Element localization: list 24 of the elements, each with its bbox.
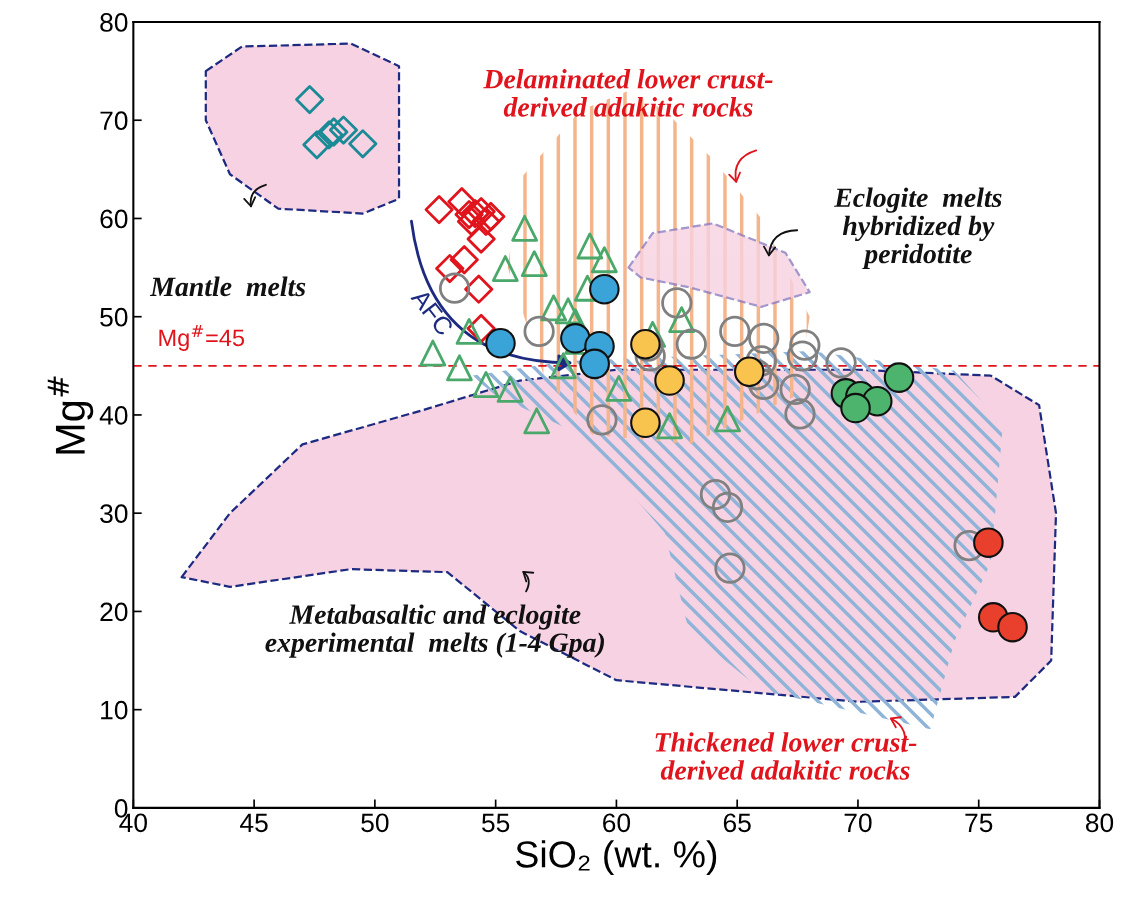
annotation: Eclogite melts hybridized by peridotite [834,187,1002,270]
x-tick-label: 70 [844,813,872,833]
x-tick-label: 60 [603,813,631,833]
x-tick-label: 45 [240,813,268,833]
y-tick-label: 30 [100,504,128,524]
annotation: Mantle melts [149,276,306,297]
y-tick-label: 80 [100,13,128,32]
ref-line-label: Mg$^{#}$=45 [159,325,245,351]
y-tick-label: 60 [100,209,128,229]
y-axis-title: Mg$^{#}$ [47,376,94,454]
x-tick-label: 55 [482,813,510,833]
x-tick-label: 80 [1085,813,1114,833]
y-tick-label: 50 [100,307,128,327]
x-tick-label: 50 [361,813,389,833]
y-tick-label: 10 [101,700,128,720]
y-tick-label: 20 [100,602,128,622]
y-tick-label: 40 [99,406,128,425]
y-tick-label: 70 [100,111,128,131]
annotation: Metabasaltic and eclogite experimental melts (1-4 Gpa) [265,604,604,658]
x-tick-label: 65 [723,813,751,833]
annotation: Delaminated lower crust- derived adakitic rocks [483,69,773,117]
x-axis-title: SiO₂ (wt. %) [516,840,717,876]
x-tick-label: 75 [965,813,993,833]
annotation: AFC [410,287,455,337]
